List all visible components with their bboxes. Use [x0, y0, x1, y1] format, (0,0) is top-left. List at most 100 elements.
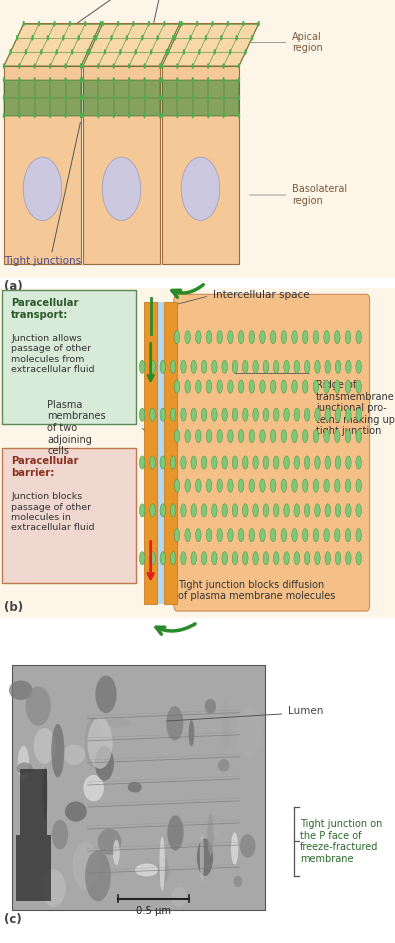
Circle shape [3, 113, 5, 119]
Circle shape [305, 360, 310, 373]
Circle shape [143, 95, 146, 101]
Circle shape [303, 331, 308, 344]
Circle shape [82, 63, 84, 69]
Text: (c): (c) [4, 913, 22, 926]
Circle shape [263, 552, 269, 565]
Ellipse shape [9, 681, 33, 700]
Text: Intercellular space: Intercellular space [213, 290, 310, 300]
Circle shape [40, 49, 43, 55]
Circle shape [315, 360, 320, 373]
Circle shape [126, 35, 128, 41]
Circle shape [185, 430, 190, 443]
Circle shape [345, 430, 351, 443]
Circle shape [160, 408, 166, 422]
Ellipse shape [73, 842, 99, 889]
Circle shape [222, 77, 225, 83]
Circle shape [345, 479, 351, 492]
Circle shape [238, 63, 240, 69]
Circle shape [176, 113, 179, 119]
Circle shape [174, 380, 180, 393]
Circle shape [263, 360, 269, 373]
Circle shape [150, 504, 155, 517]
Circle shape [191, 456, 196, 469]
Ellipse shape [188, 720, 194, 747]
Circle shape [214, 49, 216, 55]
Circle shape [189, 35, 192, 41]
Circle shape [170, 360, 176, 373]
Circle shape [217, 380, 222, 393]
Circle shape [313, 430, 319, 443]
Circle shape [181, 360, 186, 373]
Circle shape [167, 49, 170, 55]
Circle shape [191, 360, 196, 373]
Circle shape [281, 528, 287, 541]
Circle shape [271, 430, 276, 443]
Circle shape [235, 35, 238, 41]
Ellipse shape [236, 706, 263, 758]
Circle shape [356, 331, 361, 344]
Circle shape [335, 408, 341, 422]
Circle shape [294, 552, 299, 565]
Ellipse shape [205, 699, 216, 714]
Ellipse shape [158, 857, 169, 884]
Circle shape [113, 95, 115, 101]
Circle shape [150, 49, 152, 55]
Polygon shape [162, 66, 239, 264]
Circle shape [100, 21, 102, 26]
Circle shape [335, 360, 341, 373]
Text: Tight junction on
the P face of
freeze-fractured
membrane: Tight junction on the P face of freeze-f… [300, 819, 383, 864]
Circle shape [160, 360, 166, 373]
Circle shape [110, 35, 113, 41]
Ellipse shape [98, 829, 121, 855]
Circle shape [292, 331, 297, 344]
Circle shape [243, 504, 248, 517]
Circle shape [181, 21, 183, 26]
Circle shape [34, 113, 36, 119]
Circle shape [49, 95, 51, 101]
Circle shape [217, 430, 222, 443]
Circle shape [64, 63, 67, 69]
Circle shape [211, 21, 214, 26]
FancyBboxPatch shape [0, 0, 395, 278]
Circle shape [192, 77, 194, 83]
Circle shape [222, 408, 228, 422]
Circle shape [356, 504, 361, 517]
Circle shape [206, 331, 212, 344]
Circle shape [238, 113, 240, 119]
Circle shape [170, 552, 176, 565]
Circle shape [3, 77, 5, 83]
Circle shape [232, 504, 238, 517]
Circle shape [232, 408, 238, 422]
Ellipse shape [128, 782, 142, 792]
Circle shape [166, 49, 168, 55]
Circle shape [356, 360, 361, 373]
Circle shape [150, 456, 155, 469]
Ellipse shape [95, 746, 114, 781]
Circle shape [170, 456, 176, 469]
Ellipse shape [26, 687, 51, 725]
Circle shape [206, 479, 212, 492]
Circle shape [139, 552, 145, 565]
Circle shape [206, 430, 212, 443]
Circle shape [150, 360, 155, 373]
Ellipse shape [41, 869, 66, 907]
Circle shape [185, 331, 190, 344]
Circle shape [305, 552, 310, 565]
Text: Plasma
membranes
of two
adjoining
cells: Plasma membranes of two adjoining cells [47, 400, 106, 456]
Circle shape [228, 380, 233, 393]
Circle shape [62, 35, 64, 41]
Circle shape [191, 504, 196, 517]
Ellipse shape [87, 718, 113, 769]
Text: Ridge of
transmembrane
junctional pro-
teins making up a
tight junction: Ridge of transmembrane junctional pro- t… [316, 380, 395, 437]
Circle shape [192, 95, 194, 101]
Ellipse shape [200, 834, 204, 882]
Text: Junction blocks
passage of other
molecules in
extracellular fluid: Junction blocks passage of other molecul… [11, 492, 94, 533]
Ellipse shape [18, 746, 29, 779]
Ellipse shape [102, 157, 141, 221]
Circle shape [212, 504, 217, 517]
Text: (a): (a) [4, 280, 23, 293]
Ellipse shape [167, 816, 184, 851]
Circle shape [34, 77, 36, 83]
Circle shape [260, 331, 265, 344]
Ellipse shape [85, 851, 111, 902]
